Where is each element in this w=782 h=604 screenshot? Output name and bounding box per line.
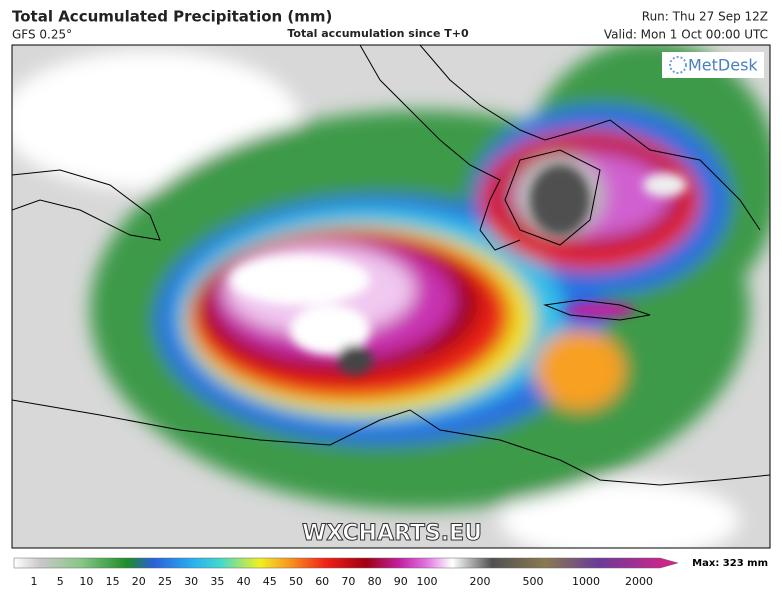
legend-label: 1	[31, 575, 38, 588]
legend-label: 80	[368, 575, 382, 588]
legend-label: 30	[184, 575, 198, 588]
legend-label: 1000	[572, 575, 600, 588]
color-bar	[13, 557, 679, 569]
legend-label: 50	[289, 575, 303, 588]
legend-label: 60	[315, 575, 329, 588]
watermark: WXCHARTS.EU	[302, 521, 482, 546]
subtitle: Total accumulation since T+0	[287, 27, 469, 40]
logo: MetDesk	[688, 56, 758, 75]
map-frame	[11, 44, 771, 549]
max-label: Max: 323 mm	[692, 558, 768, 569]
run: Run: Thu 27 Sep 12Z	[642, 10, 768, 24]
legend-label: 2000	[625, 575, 653, 588]
legend-label: 40	[237, 575, 251, 588]
legend-label: 20	[132, 575, 146, 588]
legend-label: 500	[523, 575, 544, 588]
legend-label: 200	[470, 575, 491, 588]
legend-label: 100	[417, 575, 438, 588]
map: MetDesk WXCHARTS.EU	[12, 45, 770, 548]
model: GFS 0.25°	[12, 28, 72, 42]
legend-label: 90	[394, 575, 408, 588]
legend-label: 35	[210, 575, 224, 588]
legend-label: 70	[341, 575, 355, 588]
legend-label: 15	[106, 575, 120, 588]
legend-label: 45	[263, 575, 277, 588]
legend-label: 25	[158, 575, 172, 588]
legend-label: 5	[57, 575, 64, 588]
legend-label: 10	[79, 575, 93, 588]
valid: Valid: Mon 1 Oct 00:00 UTC	[604, 28, 768, 42]
title: Total Accumulated Precipitation (mm)	[12, 8, 332, 26]
legend-labels: 1 5 10 15 20 25 30 35 40 45 50 60 70 80 90 100 200 500 100…	[31, 575, 654, 588]
